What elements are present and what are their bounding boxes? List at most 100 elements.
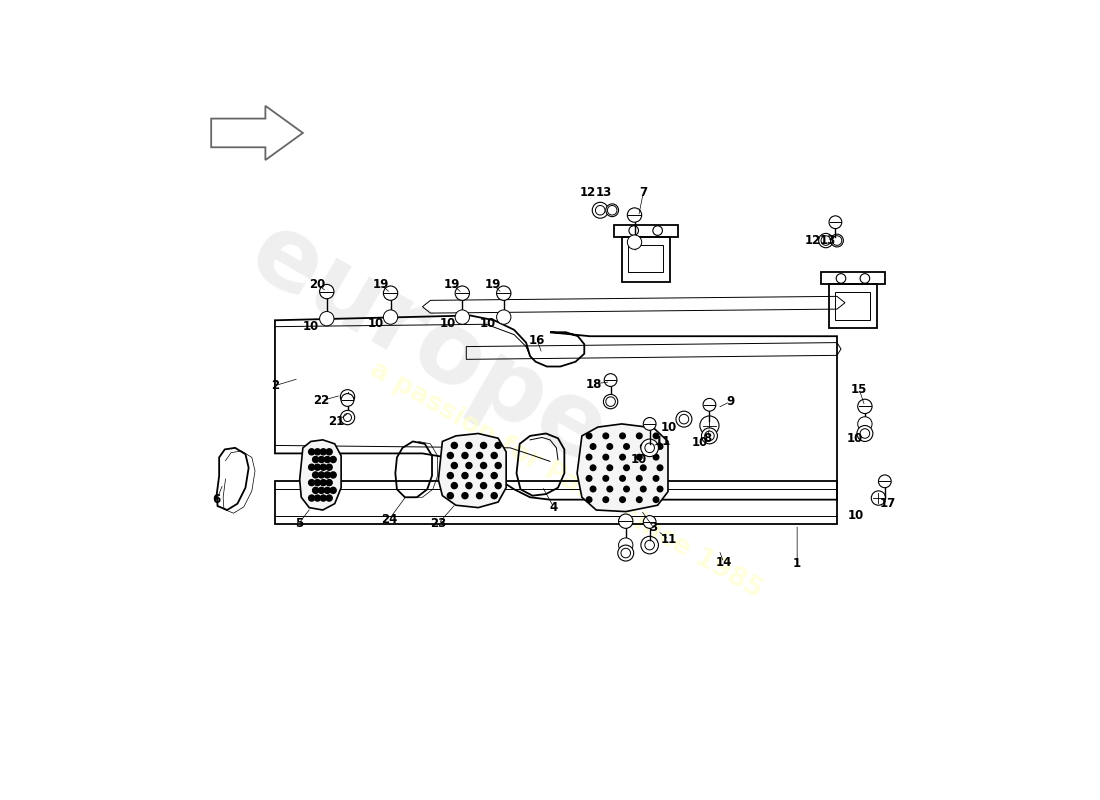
Circle shape (320, 449, 327, 455)
Text: 10: 10 (440, 317, 456, 330)
Circle shape (495, 462, 502, 469)
Circle shape (603, 454, 608, 460)
Circle shape (324, 487, 330, 494)
Circle shape (603, 476, 608, 481)
Circle shape (340, 410, 354, 425)
Circle shape (586, 476, 592, 481)
Text: europes: europes (233, 204, 676, 516)
Circle shape (604, 394, 618, 409)
Circle shape (818, 234, 833, 248)
Circle shape (606, 204, 618, 217)
Circle shape (637, 433, 642, 438)
Circle shape (644, 515, 656, 528)
Text: 10: 10 (848, 509, 865, 522)
Circle shape (603, 433, 608, 438)
Circle shape (462, 473, 468, 478)
Circle shape (341, 394, 354, 406)
Polygon shape (439, 434, 506, 508)
Circle shape (624, 465, 629, 470)
Circle shape (641, 439, 659, 457)
Text: 4: 4 (550, 501, 558, 514)
Circle shape (451, 482, 458, 489)
Text: 20: 20 (309, 278, 326, 291)
Circle shape (481, 442, 486, 449)
Text: 10: 10 (661, 421, 676, 434)
Circle shape (312, 487, 319, 494)
Circle shape (309, 464, 315, 470)
Circle shape (607, 444, 613, 450)
Circle shape (653, 433, 659, 438)
Circle shape (476, 453, 483, 458)
Text: 3: 3 (650, 521, 658, 534)
Circle shape (657, 465, 663, 470)
Circle shape (462, 453, 468, 458)
Circle shape (318, 472, 324, 478)
Circle shape (318, 457, 324, 462)
Circle shape (451, 462, 458, 469)
Text: 6: 6 (212, 493, 221, 506)
Circle shape (858, 399, 872, 414)
Circle shape (640, 486, 646, 492)
Circle shape (330, 472, 337, 478)
Circle shape (653, 476, 659, 481)
Circle shape (700, 416, 719, 435)
Circle shape (624, 444, 629, 450)
Circle shape (640, 444, 646, 450)
Circle shape (330, 487, 337, 494)
Circle shape (315, 480, 320, 486)
Text: 19: 19 (443, 278, 460, 291)
Circle shape (586, 454, 592, 460)
Circle shape (702, 428, 717, 444)
Circle shape (637, 454, 642, 460)
Circle shape (703, 398, 716, 411)
Text: 10: 10 (480, 317, 496, 330)
Circle shape (384, 310, 398, 324)
Circle shape (495, 482, 502, 489)
Circle shape (340, 390, 354, 404)
Text: 10: 10 (846, 432, 862, 445)
Circle shape (476, 473, 483, 478)
Text: 14: 14 (716, 556, 732, 569)
Circle shape (637, 497, 642, 502)
Circle shape (871, 491, 886, 506)
Circle shape (492, 493, 497, 498)
Text: 15: 15 (851, 383, 868, 396)
Circle shape (481, 462, 486, 469)
Circle shape (320, 285, 334, 298)
Circle shape (657, 444, 663, 450)
Circle shape (586, 433, 592, 438)
Circle shape (326, 495, 332, 501)
Circle shape (857, 426, 873, 442)
Circle shape (627, 208, 641, 222)
Text: 2: 2 (271, 379, 279, 392)
Text: 12: 12 (580, 186, 596, 199)
Circle shape (312, 457, 319, 462)
Text: 21: 21 (328, 415, 344, 428)
Text: 19: 19 (373, 278, 389, 291)
Text: 11: 11 (661, 533, 676, 546)
Circle shape (604, 374, 617, 386)
Circle shape (592, 202, 608, 218)
Text: 13: 13 (820, 234, 836, 247)
Circle shape (607, 486, 613, 492)
Text: 13: 13 (595, 186, 612, 199)
Text: 10: 10 (631, 454, 648, 466)
Circle shape (324, 472, 330, 478)
Circle shape (879, 475, 891, 488)
Text: 10: 10 (692, 436, 708, 449)
Circle shape (455, 286, 470, 300)
Text: 22: 22 (314, 394, 329, 407)
Polygon shape (299, 440, 341, 510)
Circle shape (641, 536, 659, 554)
Text: 9: 9 (726, 395, 735, 408)
Circle shape (330, 457, 337, 462)
Circle shape (640, 465, 646, 470)
Circle shape (324, 457, 330, 462)
Circle shape (591, 465, 596, 470)
Circle shape (466, 462, 472, 469)
Circle shape (476, 493, 483, 498)
Text: 11: 11 (656, 435, 671, 448)
Text: 12: 12 (805, 234, 822, 247)
Circle shape (326, 449, 332, 455)
Circle shape (591, 444, 596, 450)
